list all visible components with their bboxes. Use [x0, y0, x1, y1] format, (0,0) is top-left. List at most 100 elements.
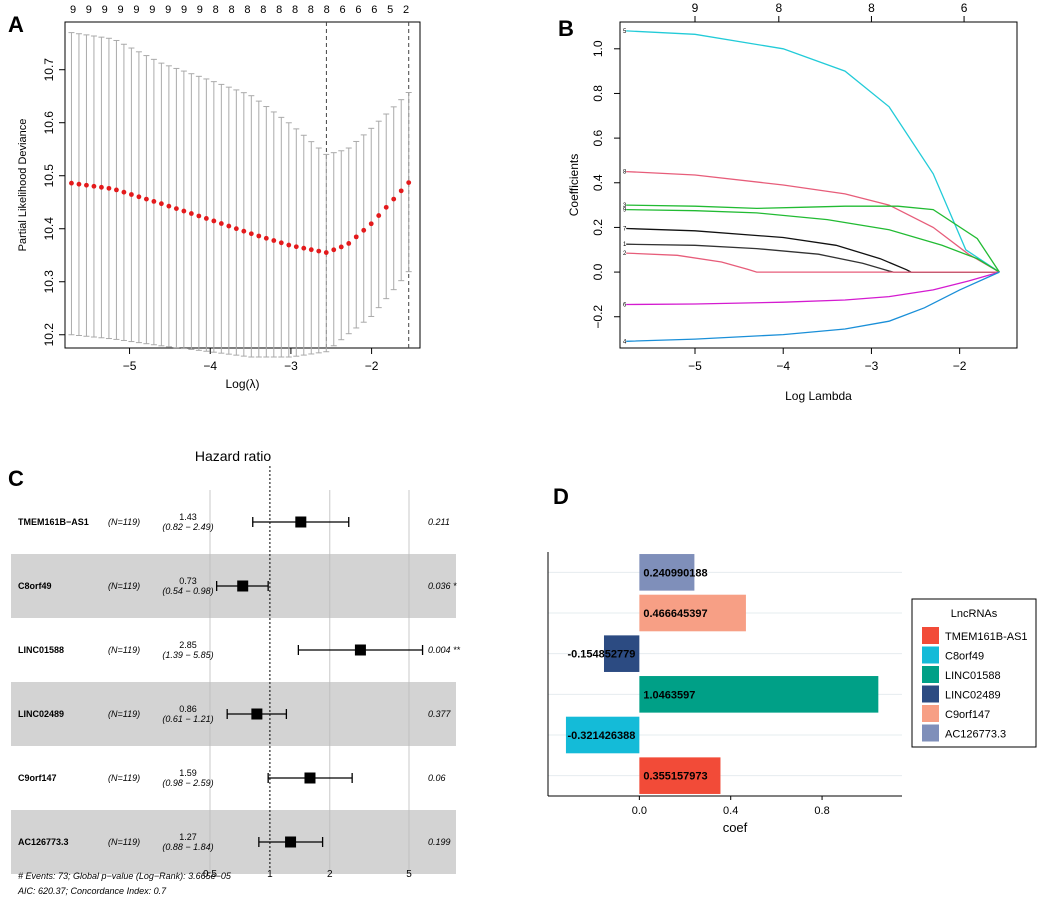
- panel-d-legend-swatch-LINC01588: [922, 666, 939, 683]
- panel-a-top-count: 2: [403, 4, 409, 16]
- panel-c-hr-marker: [251, 708, 263, 720]
- panel-a-mean-point: [114, 187, 119, 193]
- panel-c-hr-value: 1.27: [179, 832, 197, 842]
- panel-a-x-tick-label: −5: [123, 359, 137, 373]
- panel-d-legend-label: C8orf49: [945, 651, 984, 663]
- panel-a-top-count: 9: [70, 4, 76, 16]
- panel-a-mean-point: [143, 196, 149, 202]
- panel-b-line-label-2: 2: [623, 251, 627, 257]
- panel-c-p-value: 0.06: [428, 773, 446, 783]
- panel-a-mean-point: [256, 233, 262, 239]
- panel-a-y-tick-label: 10.7: [42, 58, 56, 82]
- panel-a-mean-point: [173, 206, 179, 212]
- panel-a-mean-point: [301, 245, 307, 251]
- panel-a-mean-point: [158, 201, 164, 207]
- panel-d-bar-LINC02489: [603, 635, 640, 672]
- panel-a-mean-point: [233, 226, 239, 232]
- panel-b-line-label-3: 3: [623, 203, 627, 209]
- panel-c-ci-value: (0.82 − 2.49): [162, 522, 213, 532]
- panel-a-mean-point: [398, 188, 404, 194]
- panel-a-mean-point: [361, 227, 367, 233]
- panel-b-x-tick-label: −3: [865, 359, 879, 373]
- panel-a-mean-point: [323, 250, 329, 255]
- panel-c-n-label: (N=119): [108, 645, 140, 655]
- panel-c-hr-marker: [285, 836, 297, 848]
- panel-d-bar-LINC01588: [639, 676, 879, 713]
- panel-a-x-tick-label: −3: [284, 359, 298, 373]
- panel-d-x-tick-label: 0.0: [632, 805, 647, 817]
- panel-b-top-tick-label: 8: [775, 1, 782, 15]
- panel-a-mean-point: [84, 182, 89, 188]
- panel-a-y-tick-label: 10.5: [42, 164, 56, 188]
- panel-a-top-count: 9: [197, 4, 203, 16]
- panel-d-legend-label: AC126773.3: [945, 729, 1006, 741]
- panel-b-top-tick-label: 9: [692, 1, 699, 15]
- panel-a-mean-point: [76, 181, 82, 187]
- panel-a-mean-point: [188, 211, 194, 216]
- panel-d-bar-AC126773.3: [639, 554, 695, 591]
- panel-c-footnote-aic: AIC: 620.37; Concordance Index: 0.7: [17, 886, 167, 896]
- panel-a-top-count: 8: [244, 4, 250, 16]
- panel-b-line-label-5: 5: [623, 29, 627, 35]
- panel-d-legend-title: LncRNAs: [951, 608, 998, 620]
- panel-label-a: A: [8, 12, 24, 37]
- panel-c-n-label: (N=119): [108, 581, 140, 591]
- panel-a-mean-point: [308, 247, 314, 253]
- panel-b-coef-line-3: [626, 204, 1000, 273]
- panel-a-mean-point: [136, 194, 142, 200]
- panel-c-row-shade: [11, 810, 456, 874]
- panel-a-mean-point: [286, 242, 292, 248]
- panel-c-p-value: 0.211: [428, 517, 450, 527]
- panel-d-legend-swatch-LINC02489: [922, 685, 939, 703]
- panel-a-mean-point: [278, 240, 284, 246]
- panel-c-n-label: (N=119): [108, 837, 140, 847]
- panel-b-coef-line-1: [626, 243, 1000, 273]
- panel-c-n-label: (N=119): [108, 709, 140, 719]
- panel-d-x-axis-label: coef: [723, 820, 748, 835]
- panel-b-y-axis-label: Coefficients: [567, 154, 581, 216]
- panel-b-line-label-9: 9: [623, 208, 627, 214]
- panel-c-n-label: (N=119): [108, 773, 140, 783]
- panel-a-x-tick-label: −4: [203, 359, 217, 373]
- panel-a-mean-point: [69, 180, 74, 186]
- panel-a-cv-deviance-plot: −5 −4 −3 −2 10.2 10.3 10.4 10.5 10.6 10.7 Log(λ) Pa…: [17, 4, 421, 391]
- panel-b-plot-frame: [619, 21, 1018, 349]
- panel-a-mean-point: [218, 221, 224, 226]
- panel-b-top-tick-label: 6: [961, 1, 968, 15]
- panel-a-x-tick-label: −2: [365, 359, 379, 373]
- panel-c-hr-marker: [295, 516, 307, 528]
- panel-label-c: C: [8, 466, 24, 491]
- panel-c-hr-marker: [354, 644, 366, 656]
- panel-b-line-label-7: 7: [623, 227, 627, 233]
- panel-a-top-count: 8: [292, 4, 298, 16]
- panel-d-legend-label: LINC01588: [945, 670, 1001, 682]
- panel-b-y-tick-label: 0.8: [591, 85, 605, 102]
- panel-c-hr-marker: [237, 580, 249, 592]
- panel-c-variable-name: LINC02489: [18, 709, 64, 719]
- panel-c-x-tick-label: 0.5: [203, 869, 217, 880]
- panel-a-mean-point: [181, 208, 187, 214]
- panel-d-x-tick-label: 0.8: [814, 805, 829, 817]
- panel-c-ci-value: (0.61 − 1.21): [162, 714, 213, 724]
- panel-d-bar-C8orf49: [565, 716, 640, 754]
- panel-b-y-tick-label: 1.0: [591, 40, 605, 57]
- panel-d-coefficient-bar-chart: 0.240990188 0.466645397 -0.154852779 1.0463…: [547, 552, 1037, 835]
- panel-a-mean-point: [196, 213, 202, 219]
- panel-c-x-tick-label: 5: [406, 869, 412, 880]
- panel-a-mean-point: [338, 244, 344, 250]
- panel-a-mean-point: [293, 244, 299, 250]
- panel-a-mean-point: [368, 221, 374, 227]
- panel-d-legend-swatch-C8orf49: [922, 646, 939, 664]
- panel-a-top-count: 9: [181, 4, 187, 16]
- panel-a-top-count: 9: [133, 4, 139, 16]
- panel-b-coef-line-5: [626, 30, 1000, 273]
- panel-a-mean-point: [203, 216, 209, 221]
- panel-b-y-tick-label: 0.2: [591, 219, 605, 236]
- panel-a-mean-point: [383, 204, 389, 210]
- panel-a-mean-point: [346, 241, 352, 246]
- panel-a-mean-point: [226, 223, 232, 229]
- panel-d-bar-value-label: 1.0463597: [643, 689, 695, 701]
- panel-b-coef-line-4: [626, 271, 1000, 342]
- panel-c-hr-value: 0.73: [179, 576, 197, 586]
